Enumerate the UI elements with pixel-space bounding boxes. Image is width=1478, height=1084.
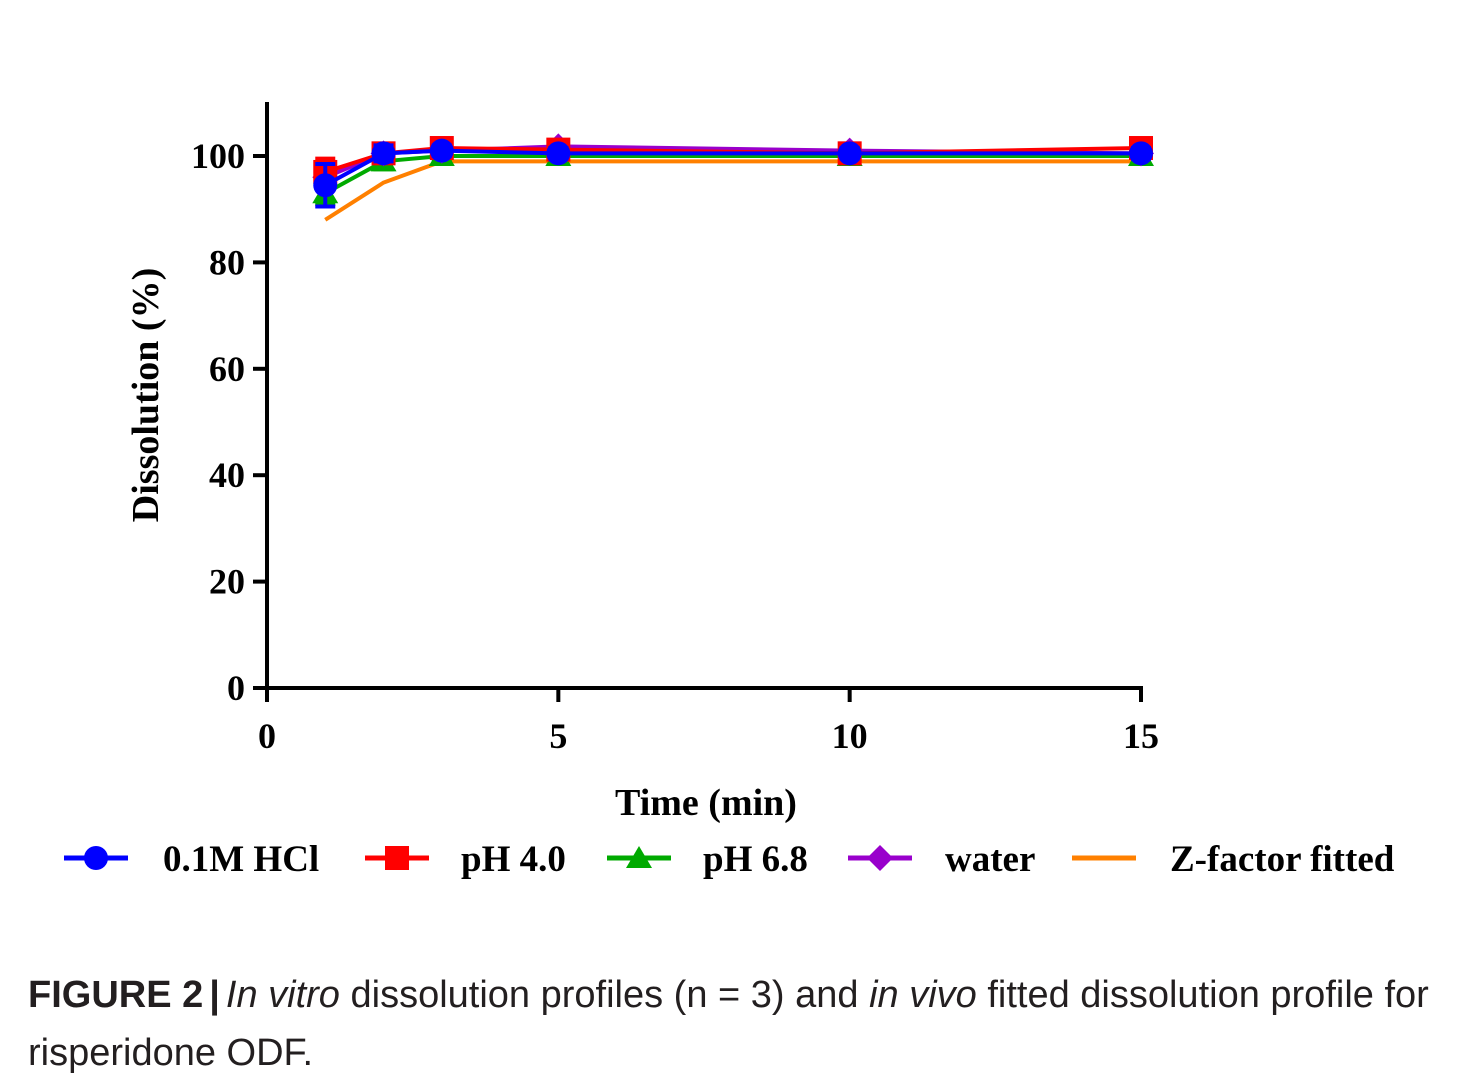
- series-0-1m-hcl: [313, 138, 1153, 209]
- data-point: [546, 141, 571, 166]
- legend-label: pH 4.0: [461, 839, 566, 880]
- data-point: [313, 173, 338, 198]
- data-point: [837, 141, 862, 166]
- series-line-z-factor-fitted: [324, 159, 1141, 222]
- caption-in-vivo: in vivo: [869, 974, 977, 1016]
- y-axis-title: Dissolution (%): [125, 268, 167, 522]
- axes: 0 20 40 60 80 100 0 5 10 15: [191, 102, 1159, 756]
- legend-label: water: [945, 839, 1035, 880]
- y-tick-label: 40: [209, 455, 245, 495]
- legend-marker: [84, 846, 108, 870]
- plot-area: [312, 133, 1154, 222]
- legend-label: 0.1M HCl: [163, 839, 319, 880]
- legend-item-ph-6-8: pH 6.8: [607, 839, 808, 880]
- x-tick-label: 5: [549, 716, 567, 756]
- legend-label: pH 6.8: [703, 839, 808, 880]
- caption-text-1: dissolution profiles (n = 3) and: [339, 974, 870, 1016]
- legend-item-z-factor-fitted: Z-factor fitted: [1072, 839, 1395, 880]
- legend-marker: [385, 846, 409, 870]
- legend-item-water: water: [848, 839, 1035, 880]
- y-tick-label: 80: [209, 242, 245, 282]
- y-tick-label: 100: [191, 136, 245, 176]
- x-tick-label: 0: [258, 716, 276, 756]
- legend-label: Z-factor fitted: [1170, 839, 1395, 880]
- legend-marker: [626, 846, 652, 868]
- caption-label: FIGURE 2: [28, 974, 204, 1016]
- caption-text-2: fitted dissolution profile for risperido…: [28, 974, 1429, 1074]
- data-point: [371, 141, 396, 166]
- y-tick-label: 60: [209, 349, 245, 389]
- series-z-factor-fitted: [324, 159, 1141, 222]
- legend-item-ph-4-0: pH 4.0: [365, 839, 566, 880]
- x-tick-label: 10: [832, 716, 868, 756]
- caption-separator: |: [209, 974, 220, 1016]
- x-axis-title: Time (min): [615, 782, 797, 824]
- dissolution-chart: 0 20 40 60 80 100 0 5 10 15 Dissolution (%) Time …: [64, 102, 1395, 880]
- legend: 0.1M HCl pH 4.0 pH 6.8 water Z-factor fitted: [64, 839, 1395, 880]
- legend-item-0-1m-hcl: 0.1M HCl: [64, 839, 319, 880]
- data-point: [429, 138, 454, 163]
- x-tick-label: 15: [1123, 716, 1159, 756]
- legend-marker: [867, 845, 893, 871]
- y-tick-label: 20: [209, 562, 245, 602]
- data-point: [1129, 141, 1153, 166]
- caption-in-vitro: In vitro: [225, 974, 340, 1016]
- figure-caption: FIGURE 2 | In vitro dissolution profiles (…: [28, 966, 1448, 1082]
- y-tick-label: 0: [227, 668, 245, 708]
